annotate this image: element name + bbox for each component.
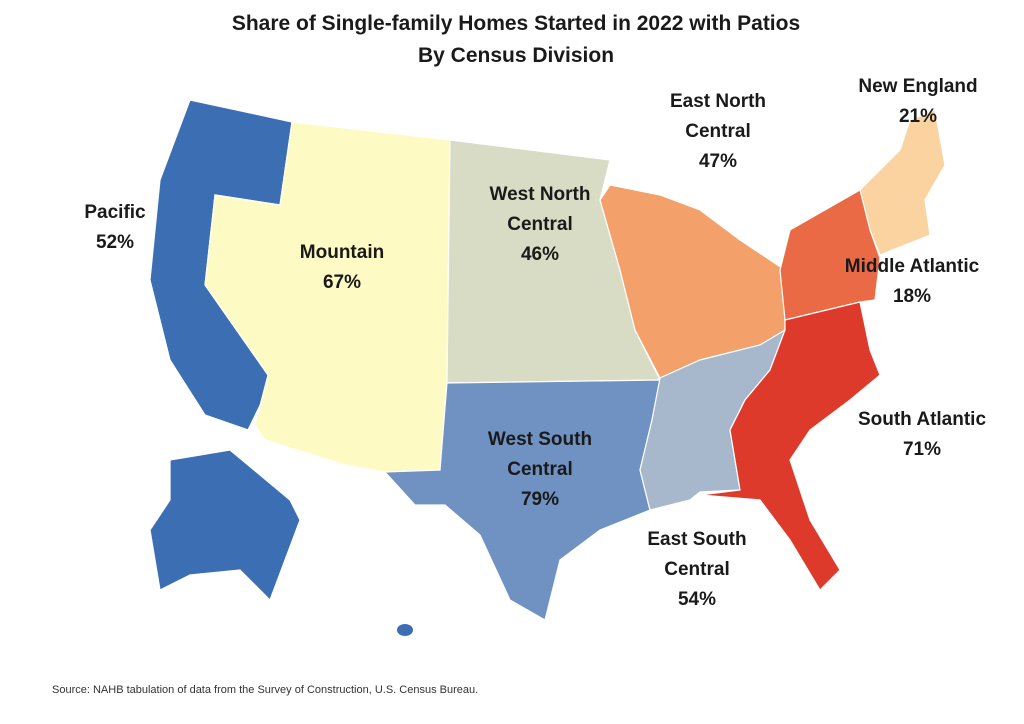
region-share: 79% — [521, 489, 559, 510]
region-shape — [149, 449, 301, 602]
source: Source: NAHB tabulation of data from the… — [52, 684, 478, 696]
region-share: 47% — [699, 151, 737, 172]
region-share: 67% — [323, 272, 361, 293]
hawaii — [397, 624, 413, 636]
region-shape — [859, 109, 946, 256]
region-name: East North — [670, 91, 766, 112]
region-name: Central — [507, 459, 572, 480]
region-name: Middle Atlantic — [845, 256, 980, 277]
region-share: 52% — [96, 232, 134, 253]
region-name: West North — [490, 184, 591, 205]
region-share: 54% — [678, 589, 716, 610]
region-name: East South — [647, 529, 746, 550]
region-name: Central — [507, 214, 572, 235]
region-share: 46% — [521, 244, 559, 265]
region-name: New England — [858, 76, 977, 97]
region-shape — [779, 189, 881, 321]
region-name: Central — [685, 121, 750, 142]
region-name: Central — [664, 559, 729, 580]
region-shape — [699, 301, 881, 591]
region-name: South Atlantic — [858, 409, 986, 430]
region-name: Pacific — [84, 202, 146, 223]
region-share: 21% — [899, 106, 937, 127]
region-name: West South — [488, 429, 592, 450]
title: Share of Single-family Homes Started in … — [232, 12, 800, 35]
region-share: 18% — [893, 286, 931, 307]
region-share: 71% — [903, 439, 941, 460]
subtitle: By Census Division — [418, 44, 614, 67]
region-name: Mountain — [300, 242, 384, 263]
